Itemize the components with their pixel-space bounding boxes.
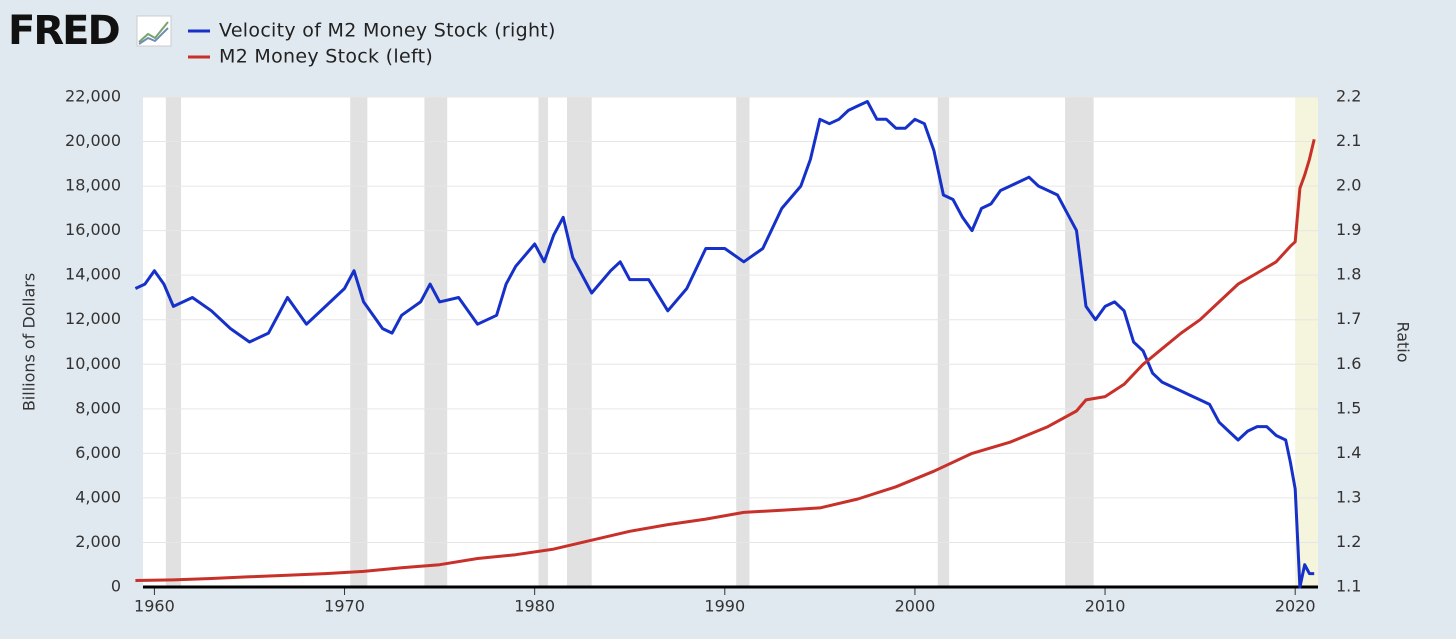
logo-icon	[136, 15, 172, 47]
x-tick-label: 2010	[1085, 597, 1126, 616]
y-tick-label: 20,000	[65, 131, 121, 150]
y2-tick-label: 2.1	[1336, 131, 1361, 150]
y2-tick-label: 1.9	[1336, 220, 1361, 239]
y-tick-label: 12,000	[65, 309, 121, 328]
y-tick-label: 16,000	[65, 220, 121, 239]
y-axis-title: Billions of Dollars	[20, 273, 39, 411]
legend-label: M2 Money Stock (left)	[219, 46, 433, 68]
x-tick-label: 1960	[134, 597, 175, 616]
logo: FRED	[8, 8, 119, 54]
series-line	[135, 138, 1316, 582]
y2-tick-label: 1.8	[1336, 265, 1361, 284]
x-tick-label: 1990	[704, 597, 745, 616]
x-tick-label: 2000	[895, 597, 936, 616]
y2-tick-label: 1.5	[1336, 398, 1361, 417]
recession-band	[165, 97, 182, 587]
legend-label: Velocity of M2 Money Stock (right)	[219, 20, 556, 42]
y-tick-label: 10,000	[65, 354, 121, 373]
y2-tick-label: 1.6	[1336, 354, 1361, 373]
recession-band	[566, 97, 592, 587]
y2-tick-label: 1.2	[1336, 532, 1361, 551]
y-tick-label: 0	[111, 577, 121, 596]
recession-band	[736, 97, 750, 587]
x-tick-label: 1970	[324, 597, 365, 616]
x-tick-label: 2020	[1275, 597, 1316, 616]
y-tick-label: 18,000	[65, 176, 121, 195]
x-tick-label: 1980	[514, 597, 555, 616]
y-tick-label: 22,000	[65, 87, 121, 106]
highlight-band	[1295, 97, 1318, 587]
y-tick-label: 14,000	[65, 265, 121, 284]
recession-band	[937, 97, 950, 587]
y2-tick-label: 1.1	[1336, 577, 1361, 596]
recession-band	[538, 97, 548, 587]
recession-band	[1065, 97, 1094, 587]
y2-tick-label: 1.3	[1336, 487, 1361, 506]
y-tick-label: 6,000	[75, 443, 121, 462]
y-tick-label: 4,000	[75, 487, 121, 506]
y2-tick-label: 1.4	[1336, 443, 1361, 462]
y2-tick-label: 2.0	[1336, 176, 1361, 195]
y2-tick-label: 2.2	[1336, 87, 1361, 106]
plot-area	[143, 97, 1318, 587]
series-line	[134, 100, 1315, 589]
recession-band	[350, 97, 368, 587]
y-tick-label: 8,000	[75, 398, 121, 417]
y2-axis-title: Ratio	[1394, 321, 1413, 362]
y-tick-label: 2,000	[75, 532, 121, 551]
recession-band	[424, 97, 448, 587]
y2-tick-label: 1.7	[1336, 309, 1361, 328]
